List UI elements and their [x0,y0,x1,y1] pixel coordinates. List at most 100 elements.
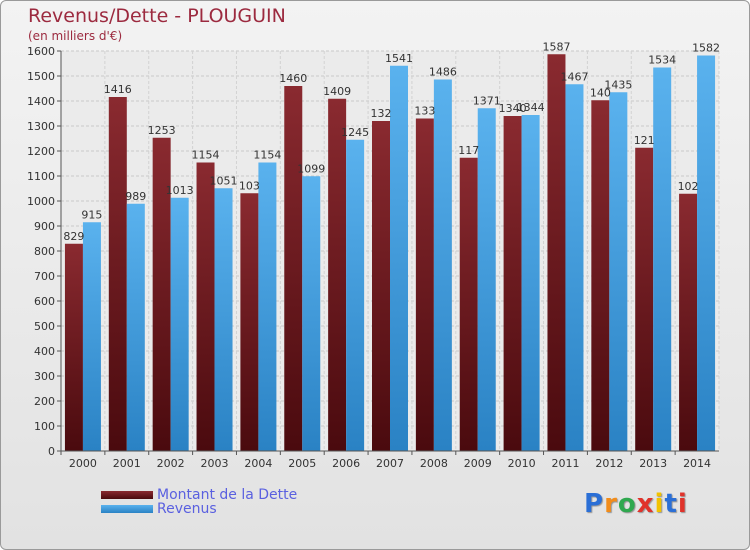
x-tick-label: 2001 [113,457,141,470]
data-label-dette: 1416 [104,83,132,96]
data-label-dette: 1460 [279,72,307,85]
y-tick-label: 900 [34,220,55,233]
chart-title: Revenus/Dette - PLOUGUIN [28,5,286,27]
y-tick-label: 1300 [27,120,55,133]
x-tick-label: 2002 [157,457,185,470]
bar-dette [284,86,303,451]
x-tick-label: 2004 [244,457,272,470]
x-tick-label: 2003 [201,457,229,470]
bar-dette [635,147,654,451]
data-label-revenus: 1344 [517,101,545,114]
y-tick-label: 100 [34,420,55,433]
y-tick-label: 1200 [27,145,55,158]
legend-item-dette: Montant de la Dette [101,487,297,503]
bar-revenus [214,188,233,451]
bar-revenus [477,108,496,451]
data-label-revenus: 1051 [210,174,238,187]
data-label-revenus: 1371 [473,94,501,107]
data-label-revenus: 989 [125,190,146,203]
data-label-revenus: 1582 [692,42,720,55]
y-tick-label: 200 [34,395,55,408]
bar-revenus [390,65,408,451]
x-tick-label: 2007 [376,457,404,470]
data-label-revenus: 1013 [166,184,194,197]
data-label-revenus: 915 [81,208,102,221]
data-label-dette: 103 [239,179,260,192]
logo-letter: o [617,489,637,519]
legend-label-dette: Montant de la Dette [157,487,298,503]
y-tick-label: 300 [34,370,55,383]
proxiti-logo: Proxiti [584,489,688,519]
data-label-revenus: 1154 [253,149,281,162]
data-label-dette: 117 [458,144,479,157]
data-label-dette: 829 [63,230,84,243]
bar-dette [64,243,83,451]
y-tick-label: 1600 [27,45,55,58]
logo-letter: x [636,489,655,519]
bar-revenus [126,203,145,451]
data-label-revenus: 1486 [429,66,457,79]
data-label-revenus: 1541 [385,52,413,65]
bar-dette [328,98,347,451]
x-tick-label: 2013 [639,457,667,470]
bar-dette [240,193,259,451]
bar-dette [152,137,171,451]
y-tick-label: 0 [48,445,55,458]
data-label-dette: 140 [590,86,611,99]
x-tick-label: 2014 [683,457,711,470]
bar-revenus [609,92,628,451]
y-tick-label: 500 [34,320,55,333]
data-label-dette: 1587 [542,40,570,53]
bar-revenus [521,115,540,451]
bar-dette [503,116,522,451]
bar-revenus [565,84,584,451]
legend-item-revenus: Revenus [101,501,217,517]
x-tick-label: 2008 [420,457,448,470]
y-tick-label: 700 [34,270,55,283]
logo-letter: P [584,489,605,519]
data-label-dette: 121 [634,134,655,147]
x-tick-label: 2011 [551,457,579,470]
bar-dette [196,162,215,451]
y-tick-label: 1100 [27,170,55,183]
y-tick-label: 1000 [27,195,55,208]
y-tick-label: 400 [34,345,55,358]
y-tick-label: 600 [34,295,55,308]
x-tick-label: 2010 [508,457,536,470]
data-label-revenus: 1099 [297,162,325,175]
y-tick-label: 800 [34,245,55,258]
logo-letter: r [604,489,618,519]
x-tick-label: 2009 [464,457,492,470]
data-label-revenus: 1467 [560,70,588,83]
chart-subtitle: (en milliers d'€) [28,29,123,43]
data-label-revenus: 1435 [604,78,632,91]
bar-revenus [170,197,189,451]
data-label-dette: 1409 [323,85,351,98]
legend-swatch-dette [101,491,153,499]
legend-label-revenus: Revenus [157,501,217,517]
bar-dette [372,121,390,451]
bar-dette [459,157,478,451]
logo-letter: t [664,489,678,519]
bar-dette [591,100,610,451]
legend-swatch-revenus [101,505,153,513]
x-tick-label: 2000 [69,457,97,470]
bar-revenus [258,162,277,451]
bar-dette [679,193,698,451]
bar-dette [547,54,566,451]
bar-revenus [82,222,101,451]
data-label-revenus: 1245 [341,126,369,139]
x-tick-label: 2012 [595,457,623,470]
bar-revenus [653,67,672,451]
data-label-revenus: 1534 [648,54,676,67]
y-tick-label: 1400 [27,95,55,108]
data-label-dette: 1154 [192,149,220,162]
y-tick-label: 1500 [27,70,55,83]
data-label-dette: 132 [371,107,392,120]
data-label-dette: 1253 [148,124,176,137]
bar-dette [108,97,127,451]
bar-revenus [346,139,365,451]
bar-revenus [697,55,716,451]
